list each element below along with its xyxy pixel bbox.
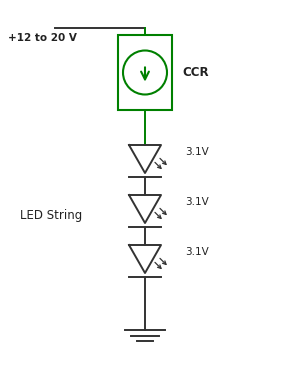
Text: 3.1V: 3.1V — [185, 197, 209, 207]
Bar — [118, 35, 172, 110]
Text: 3.1V: 3.1V — [185, 147, 209, 157]
Text: +12 to 20 V: +12 to 20 V — [8, 33, 77, 43]
Text: LED String: LED String — [20, 208, 82, 221]
Text: CCR: CCR — [182, 66, 209, 78]
Text: 3.1V: 3.1V — [185, 247, 209, 257]
